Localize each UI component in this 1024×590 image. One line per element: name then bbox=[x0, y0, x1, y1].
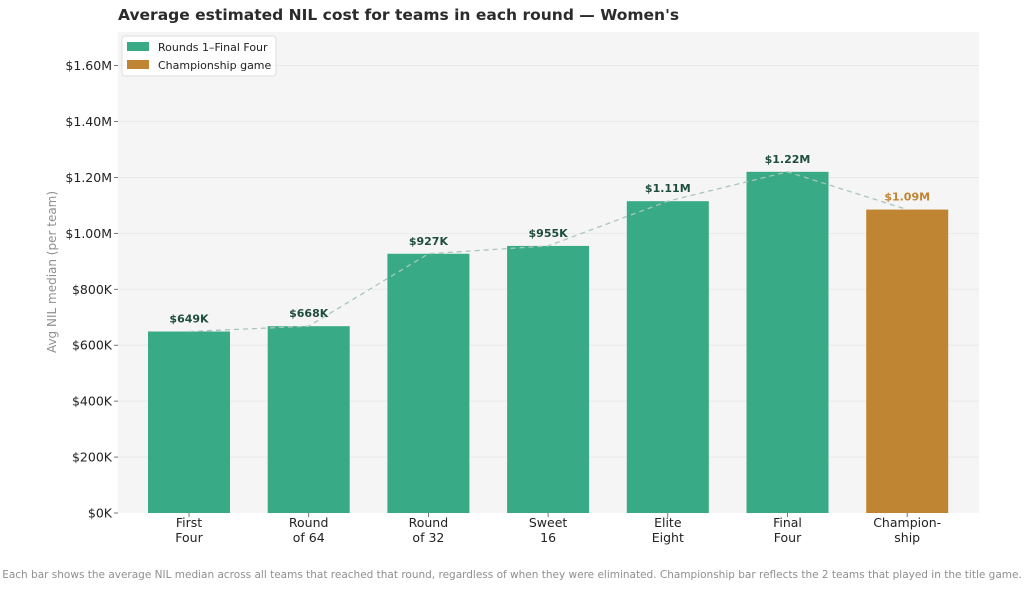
bar-value-label: $927K bbox=[409, 235, 449, 248]
bar-2 bbox=[387, 253, 470, 513]
legend-label-rounds: Rounds 1–Final Four bbox=[158, 41, 268, 54]
y-tick-label: $1.00M bbox=[65, 226, 112, 241]
legend-swatch-championship bbox=[127, 60, 149, 69]
bar-value-label: $1.11M bbox=[645, 182, 691, 195]
bars bbox=[148, 171, 949, 514]
y-tick-label: $1.20M bbox=[65, 170, 112, 185]
bar-value-label: $1.09M bbox=[884, 191, 930, 204]
legend-label-championship: Championship game bbox=[158, 59, 272, 72]
y-tick-label: $600K bbox=[72, 338, 113, 353]
x-tick-label: First bbox=[176, 515, 202, 530]
x-tick-label: Four bbox=[774, 530, 802, 545]
y-axis-ticks: $0K $200K $400K $600K $800K $1.00M $1.20M $1.40… bbox=[65, 58, 118, 521]
chart-footnote: Each bar shows the average NIL median ac… bbox=[2, 569, 1022, 581]
x-tick-label: of 64 bbox=[293, 530, 325, 545]
y-tick-label: $1.40M bbox=[65, 114, 112, 129]
x-tick-label: Champion- bbox=[873, 515, 941, 530]
legend-box bbox=[121, 35, 277, 77]
x-tick-label: of 32 bbox=[412, 530, 444, 545]
y-tick-label: $0K bbox=[88, 506, 113, 521]
x-tick-label: Sweet bbox=[529, 515, 568, 530]
x-tick-label: Round bbox=[409, 515, 449, 530]
bar-0 bbox=[148, 331, 230, 513]
value-labels: $649K $668K $927K $955K $1.11M $1.22M $1.09M bbox=[169, 153, 930, 326]
bar-1 bbox=[267, 326, 350, 513]
y-axis-label: Avg NIL median (per team) bbox=[45, 191, 59, 353]
legend: Rounds 1–Final Four Championship game bbox=[121, 35, 277, 77]
bar-value-label: $1.22M bbox=[765, 153, 811, 166]
x-tick-label: ship bbox=[894, 530, 920, 545]
x-tick-label: Eight bbox=[652, 530, 684, 545]
legend-swatch-rounds bbox=[127, 42, 149, 51]
x-tick-label: Four bbox=[175, 530, 203, 545]
bar-6 bbox=[866, 209, 949, 513]
trend-line bbox=[188, 171, 908, 333]
bar-value-label: $649K bbox=[169, 313, 209, 326]
x-tick-label: 16 bbox=[540, 530, 556, 545]
y-tick-label: $400K bbox=[72, 394, 113, 409]
y-tick-label: $1.60M bbox=[65, 58, 112, 73]
bar-5 bbox=[746, 171, 829, 514]
chart-title: Average estimated NIL cost for teams in … bbox=[118, 6, 679, 24]
bar-value-label: $668K bbox=[289, 307, 329, 320]
bar-3 bbox=[507, 245, 590, 513]
x-tick-label: Final bbox=[773, 515, 802, 530]
bar-value-label: $955K bbox=[529, 227, 569, 240]
x-tick-label: Round bbox=[289, 515, 329, 530]
y-tick-label: $800K bbox=[72, 282, 113, 297]
y-tick-label: $200K bbox=[72, 450, 113, 465]
bar-4 bbox=[626, 201, 709, 513]
x-tick-label: Elite bbox=[654, 515, 682, 530]
